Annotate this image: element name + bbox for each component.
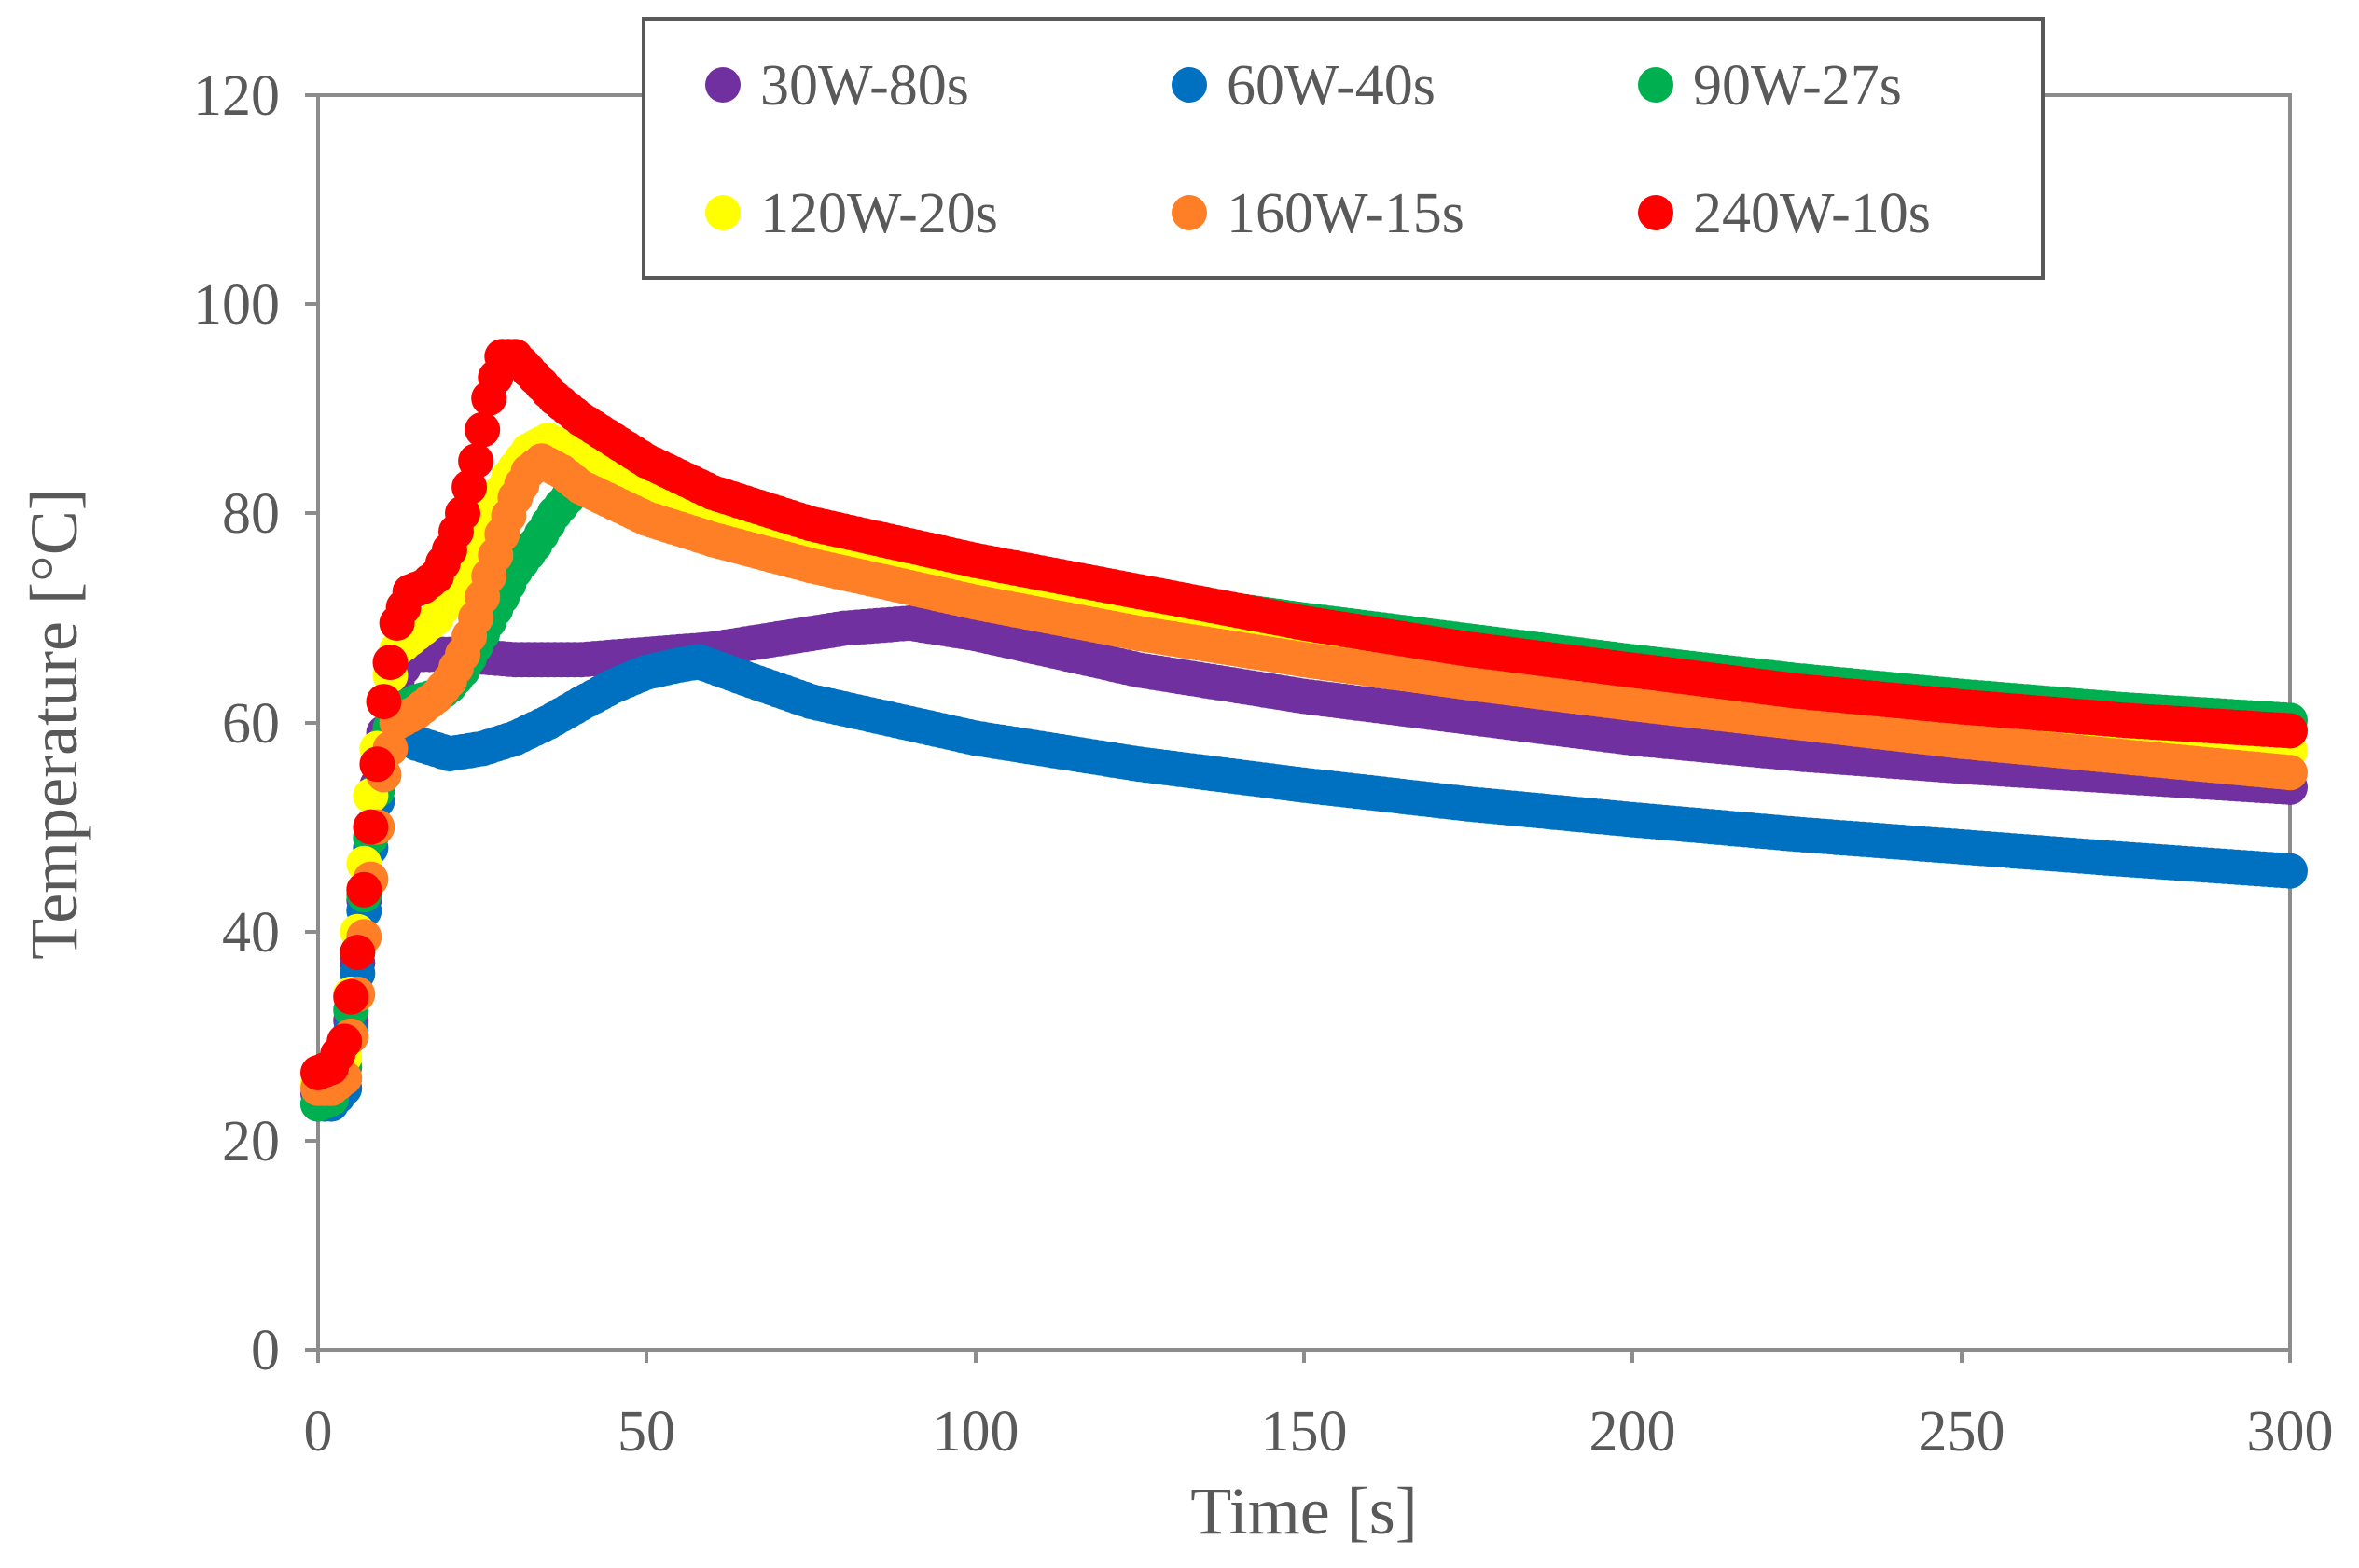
x-tick-label: 100 bbox=[933, 1400, 1020, 1464]
data-point-240w-10s bbox=[340, 935, 376, 971]
legend-label-160w-15s: 160W-15s bbox=[1227, 182, 1464, 245]
y-tick-label: 60 bbox=[222, 692, 280, 756]
x-tick-label: 200 bbox=[1589, 1400, 1676, 1464]
x-tick-label: 250 bbox=[1919, 1400, 2005, 1464]
legend-box bbox=[642, 17, 2045, 280]
x-tick-label: 150 bbox=[1261, 1400, 1348, 1464]
data-point-240w-10s bbox=[366, 684, 402, 720]
legend-label-120w-20s: 120W-20s bbox=[760, 182, 998, 245]
data-point-240w-10s bbox=[465, 411, 501, 448]
x-tick-label: 0 bbox=[304, 1400, 333, 1464]
y-tick-label: 40 bbox=[222, 901, 280, 964]
legend-marker-120w-20s bbox=[705, 195, 741, 230]
y-axis: 0 20 40 60 80 100 120 bbox=[193, 64, 318, 1382]
y-tick-label: 120 bbox=[193, 64, 280, 128]
legend-label-30w-80s: 30W-80s bbox=[760, 54, 969, 118]
data-point-240w-10s bbox=[353, 809, 389, 845]
series-60w-40s bbox=[300, 644, 2308, 1122]
series-layer bbox=[300, 339, 2308, 1122]
legend-marker-240w-10s bbox=[1638, 195, 1673, 230]
data-point-240w-10s bbox=[2272, 713, 2308, 749]
legend-marker-90w-27s bbox=[1638, 67, 1673, 103]
y-axis-title: Temperature [°C] bbox=[17, 488, 91, 960]
legend-marker-60w-40s bbox=[1172, 67, 1207, 103]
data-point-60w-40s bbox=[2272, 853, 2308, 889]
x-tick-label: 50 bbox=[618, 1400, 675, 1464]
data-point-240w-10s bbox=[326, 1023, 363, 1060]
data-point-240w-10s bbox=[458, 443, 494, 479]
data-point-240w-10s bbox=[333, 978, 369, 1015]
data-point-240w-10s bbox=[346, 871, 382, 908]
y-tick-label: 100 bbox=[193, 273, 280, 337]
series-240w-10s bbox=[300, 339, 2308, 1090]
y-tick-label: 0 bbox=[251, 1319, 280, 1382]
legend-label-90w-27s: 90W-27s bbox=[1693, 54, 1902, 118]
legend-label-60w-40s: 60W-40s bbox=[1227, 54, 1436, 118]
legend: 30W-80s 60W-40s 90W-27s 120W-20s 160W-15… bbox=[642, 17, 2045, 280]
y-tick-label: 80 bbox=[222, 482, 280, 546]
x-tick-label: 300 bbox=[2247, 1400, 2334, 1464]
data-point-240w-10s bbox=[359, 746, 395, 783]
x-axis: 0 50 100 150 200 250 300 bbox=[304, 1350, 2334, 1464]
legend-marker-160w-15s bbox=[1172, 195, 1207, 230]
legend-marker-30w-80s bbox=[705, 67, 741, 103]
data-point-240w-10s bbox=[372, 645, 409, 681]
data-point-160w-15s bbox=[2272, 755, 2308, 791]
series-160w-15s bbox=[300, 443, 2308, 1106]
x-axis-title: Time [s] bbox=[1190, 1474, 1417, 1548]
legend-label-240w-10s: 240W-10s bbox=[1693, 182, 1931, 245]
y-tick-label: 20 bbox=[222, 1110, 280, 1173]
